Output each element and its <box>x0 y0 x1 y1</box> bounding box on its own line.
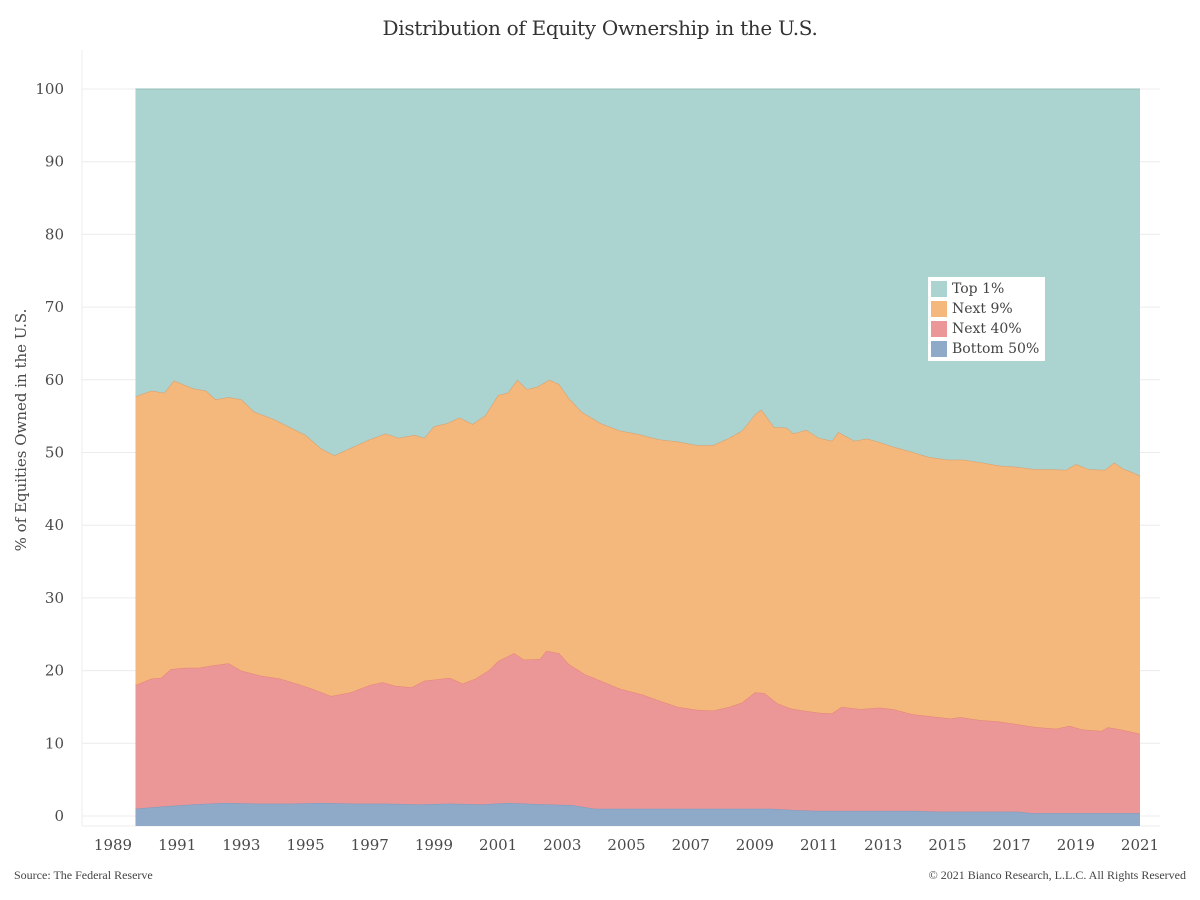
x-tick-label: 2003 <box>543 836 581 854</box>
x-tick-label: 1995 <box>286 836 324 854</box>
legend-label: Next 9% <box>952 301 1013 317</box>
x-tick-label: 2005 <box>607 836 645 854</box>
y-tick-label: 90 <box>45 153 64 171</box>
y-axis-title: % of Equities Owned in the U.S. <box>12 309 30 552</box>
x-tick-label: 2019 <box>1057 836 1095 854</box>
legend-label: Next 40% <box>952 321 1022 337</box>
copyright-note: © 2021 Bianco Research, L.L.C. All Right… <box>928 868 1186 882</box>
legend-swatch <box>931 341 947 357</box>
y-axis: 0 10 20 30 40 50 60 70 80 90 100 <box>35 80 64 825</box>
y-tick-label: 0 <box>54 807 64 825</box>
legend-item[interactable]: Next 40% <box>930 319 1039 339</box>
area-top-1 <box>135 89 1141 476</box>
x-tick-label: 1991 <box>158 836 196 854</box>
x-tick-label: 2007 <box>672 836 710 854</box>
y-tick-label: 100 <box>35 80 64 98</box>
area-bottom-50 <box>135 802 1141 826</box>
x-tick-label: 1989 <box>94 836 132 854</box>
legend-swatch <box>931 301 947 317</box>
legend-item[interactable]: Bottom 50% <box>930 339 1039 359</box>
x-tick-label: 1999 <box>415 836 453 854</box>
y-tick-label: 40 <box>45 516 64 534</box>
legend-label: Bottom 50% <box>952 341 1040 357</box>
legend-swatch <box>931 321 947 337</box>
x-tick-label: 2017 <box>993 836 1031 854</box>
x-tick-label: 2011 <box>800 836 838 854</box>
x-tick-label: 2001 <box>479 836 517 854</box>
y-tick-label: 20 <box>45 662 64 680</box>
area-next-9 <box>135 379 1141 734</box>
y-tick-label: 30 <box>45 589 64 607</box>
area-series-group <box>135 88 1141 826</box>
area-next-40 <box>135 650 1141 814</box>
legend-label: Top 1% <box>952 281 1005 297</box>
y-tick-label: 50 <box>45 444 64 462</box>
chart-title: Distribution of Equity Ownership in the … <box>382 16 818 40</box>
source-note: Source: The Federal Reserve <box>14 868 153 882</box>
y-tick-label: 70 <box>45 298 64 316</box>
legend-item[interactable]: Top 1% <box>930 279 1039 299</box>
x-tick-label: 2009 <box>736 836 774 854</box>
x-tick-label: 2021 <box>1121 836 1159 854</box>
x-tick-label: 1993 <box>222 836 260 854</box>
x-axis: 1989 1991 1993 1995 1997 1999 2001 2003 2005 2007… <box>94 836 1159 854</box>
x-tick-label: 1997 <box>351 836 389 854</box>
y-tick-label: 10 <box>45 734 64 752</box>
x-tick-label: 2013 <box>864 836 902 854</box>
y-tick-label: 80 <box>45 225 64 243</box>
y-tick-label: 60 <box>45 371 64 389</box>
legend-item[interactable]: Next 9% <box>930 299 1039 319</box>
legend: Top 1% Next 9% Next 40% Bottom 50% <box>928 277 1046 361</box>
legend-swatch <box>931 281 947 297</box>
x-tick-label: 2015 <box>928 836 966 854</box>
